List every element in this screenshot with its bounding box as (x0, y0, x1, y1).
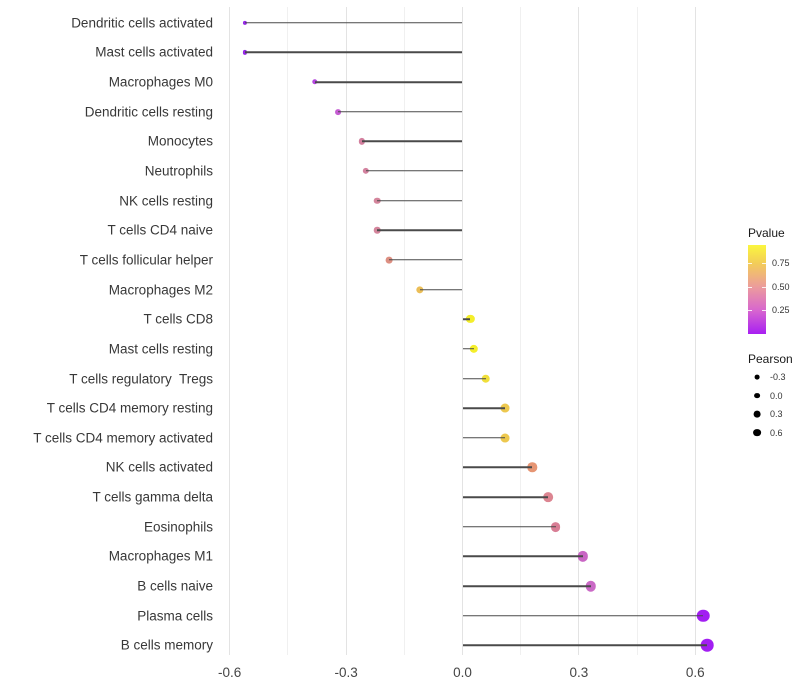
lollipop-stem (462, 644, 707, 647)
y-axis-label: Eosinophils (143, 519, 213, 535)
minor-gridline (520, 7, 522, 655)
y-axis-label: Macrophages M0 (108, 74, 213, 90)
major-gridline (578, 7, 580, 655)
lollipop-stem (388, 259, 463, 261)
y-axis-label: NK cells activated (105, 459, 213, 475)
major-gridline (229, 7, 231, 655)
lollipop-dot (696, 609, 710, 622)
colorbar-tick-label: 0.50 (772, 282, 790, 292)
size-legend-label: 0.3 (770, 409, 783, 419)
size-legend-label: 0.0 (770, 390, 783, 401)
lollipop-dot (543, 492, 553, 502)
colorbar-tick (748, 263, 752, 264)
x-axis-label: 0.3 (569, 665, 589, 680)
size-legend-label: 0.6 (770, 427, 783, 438)
y-axis-label: Macrophages M2 (108, 282, 213, 298)
major-gridline (462, 7, 463, 655)
y-axis-label: Neutrophils (144, 163, 213, 179)
lollipop-stem (245, 21, 463, 24)
y-axis-label: Macrophages M1 (108, 548, 213, 564)
y-axis-label: T cells follicular helper (79, 252, 213, 268)
y-axis-label: NK cells resting (119, 193, 213, 209)
major-gridline (345, 7, 347, 655)
lollipop-dot (700, 639, 714, 652)
lollipop-stem (365, 170, 463, 172)
lollipop-stem (462, 526, 556, 528)
colorbar-tick (748, 287, 752, 288)
lollipop-stem (462, 318, 471, 320)
lollipop-dot (500, 433, 510, 443)
minor-gridline (636, 7, 638, 655)
x-axis-label: 0.0 (453, 665, 472, 680)
y-axis-label: Plasma cells (137, 608, 213, 624)
x-axis-label: -0.3 (334, 665, 358, 680)
lollipop-dot (585, 580, 596, 592)
y-axis-label: T cells CD4 naive (107, 222, 213, 238)
colorbar-tick (762, 287, 766, 288)
major-gridline (694, 7, 696, 655)
y-axis-label: T cells gamma delta (92, 489, 213, 505)
lollipop-stem (462, 466, 533, 469)
lollipop-dot (481, 374, 491, 383)
y-axis-label: Monocytes (147, 133, 213, 149)
size-legend-dot (754, 374, 760, 380)
y-axis-label: T cells CD4 memory resting (46, 400, 213, 416)
y-axis-label: T cells regulatory Tregs (69, 371, 213, 386)
pvalue-legend-title: Pvalue (748, 226, 785, 240)
x-axis-label: -0.6 (218, 665, 242, 680)
size-legend-dot (754, 392, 760, 399)
y-axis-label: Dendritic cells resting (84, 104, 213, 120)
colorbar-tick (762, 310, 766, 311)
lollipop-stem (377, 199, 463, 202)
lollipop-stem (462, 614, 704, 617)
x-axis-label: 0.6 (685, 665, 705, 680)
colorbar-tick-label: 0.25 (772, 305, 790, 315)
lollipop-stem (245, 51, 463, 54)
lollipop-stem (462, 496, 548, 498)
colorbar-tick (762, 263, 766, 264)
lollipop-stem (377, 229, 463, 231)
lollipop-dot (577, 551, 588, 562)
lollipop-stem (462, 407, 506, 409)
y-axis-label: Dendritic cells activated (71, 15, 213, 31)
colorbar-tick-label: 0.75 (772, 258, 790, 268)
y-axis-label: T cells CD8 (143, 311, 213, 327)
lollipop-stem (361, 140, 463, 143)
size-legend-label: -0.3 (770, 372, 786, 382)
y-axis-label: Mast cells activated (95, 44, 213, 60)
minor-gridline (287, 7, 289, 655)
lollipop-stem (462, 555, 583, 558)
lollipop-dot (500, 403, 510, 413)
minor-gridline (403, 7, 405, 655)
lollipop-dot (469, 344, 479, 354)
pearson-legend-title: Pearson (748, 352, 793, 366)
size-legend-dot (753, 410, 761, 418)
lollipop-dot (466, 315, 475, 324)
lollipop-dot (527, 462, 538, 473)
lollipop-stem (419, 288, 463, 291)
lollipop-stem (462, 585, 591, 587)
lollipop-stem (462, 377, 486, 380)
lollipop-stem (315, 81, 463, 83)
colorbar-tick (748, 310, 752, 311)
lollipop-stem (462, 348, 475, 350)
size-legend-dot (753, 428, 761, 437)
y-axis-label: B cells naive (137, 578, 213, 594)
y-axis-label: B cells memory (120, 637, 213, 653)
lollipop-stem (462, 437, 506, 439)
pvalue-colorbar (748, 245, 766, 334)
lollipop-dot (550, 521, 561, 532)
y-axis-label: T cells CD4 memory activated (33, 430, 213, 446)
lollipop-stem (338, 110, 463, 113)
y-axis-label: Mast cells resting (108, 341, 213, 357)
